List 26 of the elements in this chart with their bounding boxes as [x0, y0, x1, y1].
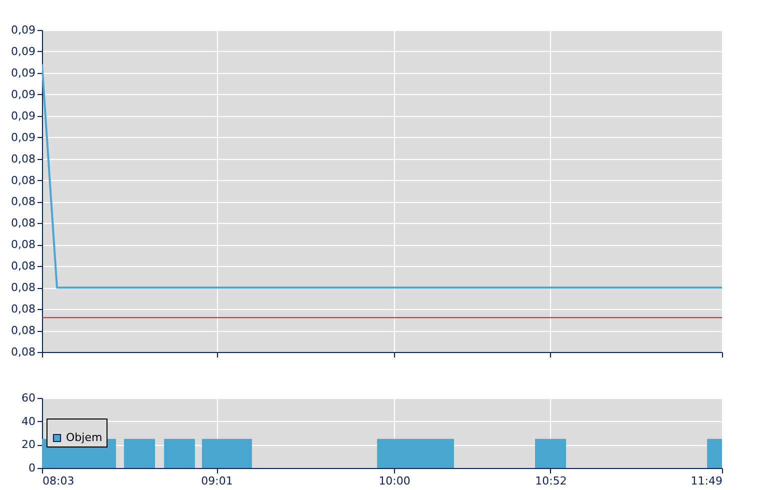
y-tick-label: 0,09 [11, 88, 36, 101]
y-tick-label: 0,08 [11, 281, 36, 294]
y-tick-label: 0,09 [11, 24, 36, 36]
y-tick-label: 0,08 [11, 238, 36, 252]
y-tick-label: 0,09 [11, 130, 36, 144]
y-tick-label: 0,08 [11, 195, 36, 208]
y-tick-label: 60 [22, 392, 36, 404]
y-tick-label: 0,09 [11, 66, 36, 80]
x-tick-label: 08:03 [42, 474, 74, 488]
y-tick-label: 0,08 [11, 346, 36, 358]
y-tick-label: 0,08 [11, 302, 36, 316]
x-tick-label: 10:52 [535, 474, 567, 488]
y-tick-label: 0,09 [11, 44, 36, 58]
y-tick-label: 0,08 [11, 216, 36, 230]
y-tick-label: 0 [28, 462, 36, 474]
x-tick-label: 10:00 [378, 474, 410, 488]
x-tick-label: 09:01 [201, 474, 233, 488]
y-tick-label: 0,08 [11, 260, 36, 273]
x-tick-label: 11:49 [690, 474, 722, 488]
y-tick-label: 0,08 [11, 324, 36, 338]
legend-label: Objem [66, 431, 102, 444]
y-tick-label: 40 [22, 414, 36, 428]
y-tick-label: 0,09 [11, 109, 36, 122]
y-tick-label: 0,08 [11, 174, 36, 187]
y-tick-label: 0,08 [11, 152, 36, 166]
y-tick-label: 20 [22, 438, 36, 452]
